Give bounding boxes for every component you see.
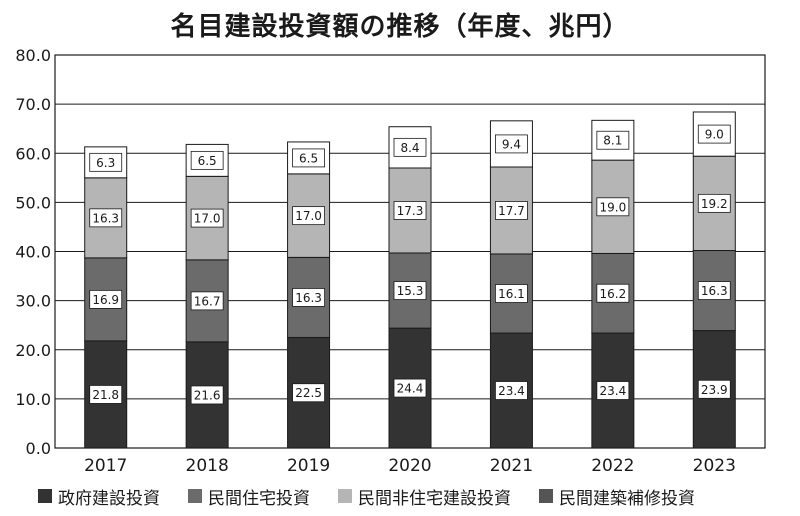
- data-label-box: [292, 206, 325, 226]
- data-label-box: [393, 378, 427, 398]
- data-label-box: [596, 283, 630, 303]
- data-label-box: [596, 197, 630, 217]
- data-label-box: [495, 134, 528, 154]
- data-label: 6.5: [198, 154, 217, 168]
- data-label: 21.8: [92, 388, 119, 402]
- data-label: 16.2: [599, 287, 626, 301]
- data-label: 21.6: [194, 388, 221, 402]
- legend-label: 民間非住宅建設投資: [358, 488, 511, 509]
- data-label-box: [697, 124, 731, 144]
- legend-item-private-repair: 民間建築補修投資: [539, 484, 695, 509]
- data-label: 17.0: [194, 212, 221, 226]
- data-label-box: [697, 193, 731, 213]
- data-label-box: [89, 152, 123, 172]
- x-tick-label: 2017: [84, 456, 127, 476]
- x-tick-label: 2019: [287, 456, 330, 476]
- y-tick-label: 0.0: [26, 439, 51, 458]
- data-label: 16.1: [498, 287, 525, 301]
- y-tick-label: 40.0: [15, 243, 51, 262]
- data-label: 6.3: [96, 156, 115, 170]
- data-label: 23.9: [701, 383, 728, 397]
- legend-label: 民間住宅投資: [208, 488, 310, 509]
- stacked-bar-chart: 0.0 10.0 20.0 30.0 40.0 50.0 60.0 70.0 80.0 21.8 1…: [15, 46, 766, 476]
- legend-swatch: [338, 489, 352, 503]
- chart-title: 名目建設投資額の推移（年度、兆円）: [170, 12, 630, 42]
- x-tick-label: 2022: [591, 456, 634, 476]
- data-label: 16.9: [92, 293, 119, 307]
- x-tick-label: 2023: [693, 456, 736, 476]
- data-label-box: [393, 201, 427, 220]
- legend-swatch: [38, 489, 52, 503]
- data-label: 22.5: [295, 386, 322, 400]
- data-label-box: [495, 381, 528, 400]
- data-label: 17.0: [295, 209, 322, 223]
- data-label-box: [697, 379, 731, 399]
- data-label-box: [495, 201, 528, 220]
- data-label-box: [190, 208, 224, 228]
- data-label: 8.1: [603, 134, 622, 148]
- x-tick-label: 2020: [388, 456, 431, 476]
- y-tick-label: 80.0: [15, 46, 51, 65]
- data-label-box: [495, 284, 528, 303]
- data-label-box: [89, 289, 123, 309]
- data-label-box: [292, 148, 325, 168]
- data-label-box: [393, 281, 427, 300]
- data-label: 6.5: [299, 151, 318, 165]
- data-label: 9.4: [502, 137, 521, 151]
- data-label: 17.7: [498, 204, 525, 218]
- x-tick-label: 2021: [490, 456, 533, 476]
- legend-item-private-housing: 民間住宅投資: [188, 484, 310, 509]
- data-label: 9.0: [705, 128, 724, 142]
- y-tick-label: 20.0: [15, 341, 51, 360]
- data-label-box: [292, 383, 325, 403]
- data-label: 23.4: [599, 384, 626, 398]
- data-label: 24.4: [397, 382, 424, 396]
- legend-swatch: [539, 489, 553, 503]
- data-label-box: [393, 137, 427, 157]
- y-tick-label: 30.0: [15, 292, 51, 311]
- data-label-box: [190, 291, 224, 311]
- data-label: 16.3: [92, 211, 119, 225]
- data-label-box: [89, 208, 123, 228]
- data-label-box: [596, 381, 630, 400]
- y-tick-label: 50.0: [15, 193, 51, 212]
- data-label-box: [697, 281, 731, 300]
- data-label: 16.3: [295, 291, 322, 305]
- data-label: 19.0: [599, 200, 626, 214]
- legend-label: 民間建築補修投資: [559, 488, 695, 509]
- y-tick-label: 10.0: [15, 390, 51, 409]
- legend-item-private-nonhousing: 民間非住宅建設投資: [338, 484, 511, 509]
- x-tick-label: 2018: [186, 456, 229, 476]
- data-label: 17.3: [397, 204, 424, 218]
- chart-legend: 政府建設投資 民間住宅投資 民間非住宅建設投資 民間建築補修投資: [38, 484, 778, 509]
- data-label: 16.7: [194, 294, 221, 308]
- data-label: 16.3: [701, 284, 728, 298]
- y-tick-label: 70.0: [15, 95, 51, 114]
- legend-swatch: [188, 489, 202, 503]
- data-label: 23.4: [498, 384, 525, 398]
- data-label: 8.4: [400, 141, 419, 155]
- legend-item-government: 政府建設投資: [38, 484, 160, 509]
- data-label-box: [596, 130, 630, 150]
- data-label-box: [89, 385, 123, 404]
- legend-label: 政府建設投資: [58, 488, 160, 509]
- data-label: 15.3: [397, 284, 424, 298]
- data-label-box: [190, 385, 224, 405]
- data-label-box: [190, 150, 224, 170]
- data-label: 19.2: [701, 197, 728, 211]
- y-tick-label: 60.0: [15, 144, 51, 163]
- data-label-box: [292, 288, 325, 307]
